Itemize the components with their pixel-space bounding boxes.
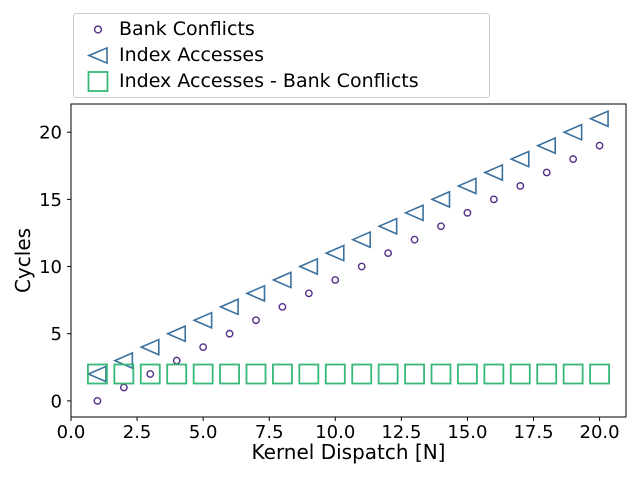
triangle-left-marker	[192, 311, 213, 330]
square-icon	[86, 69, 110, 94]
triangle-left-marker	[324, 244, 345, 262]
circle-marker	[146, 370, 155, 378]
triangle-left-marker	[509, 150, 530, 168]
triangle-left-marker	[112, 351, 134, 370]
square-marker	[483, 363, 505, 385]
x-tick-label: 12.5	[381, 422, 421, 443]
x-tick-label: 10.0	[315, 422, 355, 443]
circle-marker	[225, 329, 234, 338]
circle-marker	[357, 262, 366, 271]
triangle-left-marker	[456, 177, 477, 195]
legend-item: Bank Conflicts	[86, 17, 479, 42]
triangle-left-marker	[86, 365, 107, 383]
square-marker	[324, 363, 346, 385]
triangle-left-marker	[271, 271, 292, 289]
circle-marker	[199, 343, 208, 352]
circle-marker	[278, 302, 287, 311]
y-tick-label: 10	[39, 257, 62, 278]
legend-item-label: Bank Conflicts	[119, 18, 255, 41]
y-tick-label: 15	[39, 190, 62, 211]
plot-border	[70, 103, 627, 418]
square-marker	[509, 363, 531, 385]
triangle-left-marker	[350, 230, 372, 249]
circle-marker	[304, 289, 313, 298]
square-marker	[404, 363, 425, 385]
legend-item: Index Accesses	[86, 43, 479, 68]
x-tick-label: 17.5	[513, 422, 553, 443]
triangle-left-marker	[377, 217, 398, 236]
circle-marker	[542, 168, 551, 177]
triangle-left-marker	[218, 298, 239, 316]
circle-marker	[595, 141, 604, 150]
x-axis-label: Kernel Dispatch [N]	[252, 440, 446, 464]
square-marker	[430, 363, 452, 385]
y-axis-label: Cycles	[11, 228, 35, 293]
circle-marker	[489, 195, 498, 204]
square-marker	[245, 363, 267, 385]
triangle-left-marker	[139, 338, 160, 356]
square-marker	[377, 363, 399, 385]
square-marker	[87, 363, 108, 385]
triangle-left-marker	[562, 123, 583, 142]
circle-marker	[331, 276, 340, 284]
circle-marker	[437, 222, 445, 231]
square-marker	[562, 363, 584, 385]
triangle-left-marker	[535, 136, 557, 155]
x-tick-label: 7.5	[255, 422, 284, 443]
square-marker	[272, 363, 293, 385]
x-tick-label: 5.0	[189, 422, 218, 443]
square-marker	[219, 363, 240, 385]
x-tick-label: 0.0	[57, 422, 86, 443]
circle-marker	[252, 316, 260, 325]
square-marker	[298, 363, 320, 385]
circle-marker	[516, 182, 525, 190]
circle-marker	[384, 249, 393, 258]
circle-marker	[569, 155, 578, 163]
triangle-left-marker	[165, 324, 187, 343]
triangle-left-marker	[403, 203, 424, 222]
legend-item-label: Index Accesses - Bank Conflicts	[119, 69, 419, 92]
square-marker	[351, 363, 373, 385]
square-marker	[113, 363, 135, 385]
circle-marker	[463, 208, 472, 217]
triangle-left-marker	[429, 190, 451, 209]
legend-item-label: Index Accesses	[119, 43, 264, 66]
circle-icon	[86, 17, 110, 42]
square-marker	[166, 363, 188, 385]
circle-marker	[93, 396, 102, 405]
x-tick-label: 20.0	[580, 422, 620, 443]
legend: Bank Conflicts Index Accesses Index Access…	[73, 13, 490, 98]
y-tick-label: 0	[51, 391, 62, 412]
circle-marker	[119, 383, 128, 392]
triangle-left-marker	[588, 109, 609, 128]
square-marker	[589, 363, 610, 385]
square-marker	[139, 363, 161, 385]
y-tick-label: 20	[39, 123, 62, 144]
square-marker	[192, 363, 214, 385]
circle-marker	[172, 356, 181, 365]
square-marker	[536, 363, 558, 385]
circle-marker	[410, 235, 419, 244]
y-tick-label: 5	[51, 324, 62, 345]
legend-item: Index Accesses - Bank Conflicts	[86, 69, 479, 94]
triangle-left-icon	[86, 43, 110, 68]
x-tick-label: 2.5	[123, 422, 152, 443]
triangle-left-marker	[244, 284, 266, 303]
triangle-left-marker	[482, 163, 504, 182]
x-tick-label: 15.0	[447, 422, 487, 443]
triangle-left-marker	[297, 257, 319, 276]
square-marker	[457, 363, 478, 385]
